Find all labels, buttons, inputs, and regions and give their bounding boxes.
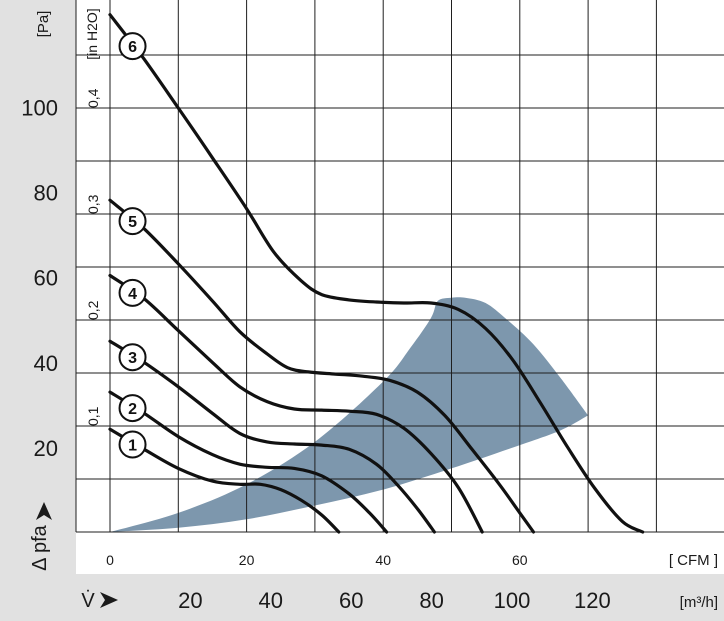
curve-6: [108, 13, 645, 534]
curve-label-circle: [118, 278, 147, 307]
x-tick-cfm: 0: [106, 552, 114, 568]
x-unit-cfm: [ CFM ]: [669, 552, 718, 569]
y-tick-inh2o: 0,3: [85, 194, 101, 214]
curve-label-text: 6: [128, 39, 137, 56]
x-tick-m3h: 60: [339, 588, 363, 613]
curve-label-text: 5: [128, 214, 137, 231]
y-tick-pa: 20: [34, 436, 58, 461]
curve-label-1: 1: [118, 430, 147, 459]
curve-label-circle: [118, 32, 147, 61]
x-tick-cfm: 40: [375, 552, 391, 568]
x-unit-m3h: [m³/h]: [680, 594, 718, 611]
y-label-pa: Δ pfa: [29, 524, 51, 570]
x-tick-m3h: 120: [574, 588, 611, 613]
y-tick-pa: 40: [34, 351, 58, 376]
x-tick-m3h: 20: [178, 588, 202, 613]
curve-label-4: 4: [118, 278, 147, 307]
x-tick-m3h: 80: [419, 588, 443, 613]
x-label-m3h: V̇: [81, 590, 95, 612]
curves-layer: [108, 13, 645, 534]
curve-label-circle: [118, 207, 147, 236]
curve-label-text: 2: [128, 401, 137, 418]
curve-labels-layer: 1 2 3 4 5 6: [118, 32, 147, 459]
curve-label-2: 2: [118, 394, 147, 423]
curve-label-text: 1: [128, 437, 137, 454]
curve-label-text: 3: [128, 350, 137, 367]
y-tick-inh2o: 0,1: [85, 406, 101, 426]
curve-label-3: 3: [118, 343, 147, 372]
operating-area-layer: [110, 297, 589, 532]
curve-label-5: 5: [118, 207, 147, 236]
y-unit-pa: [Pa]: [35, 11, 52, 38]
curve-label-6: 6: [118, 32, 147, 61]
curve-5: [108, 198, 536, 534]
operating-area: [110, 297, 589, 532]
x-tick-cfm: 20: [239, 552, 255, 568]
bottom-axis-band: [0, 574, 724, 621]
curve-4: [108, 273, 484, 534]
y-unit-inh2o: [in H2O]: [84, 8, 100, 59]
y-tick-pa: 100: [21, 95, 58, 120]
y-axis-arrow-icon: [36, 502, 52, 520]
curve-2: [108, 390, 389, 534]
x-tick-cfm: 60: [512, 552, 528, 568]
curve-label-circle: [118, 343, 147, 372]
curve-label-text: 4: [128, 286, 137, 303]
y-tick-inh2o: 0,2: [85, 300, 101, 320]
x-axis-arrow-icon: [100, 592, 118, 608]
curve-label-circle: [118, 430, 147, 459]
x-tick-m3h: 100: [494, 588, 531, 613]
y-tick-pa: 80: [34, 181, 58, 206]
curve-3: [108, 339, 436, 534]
curve-1: [108, 427, 341, 534]
y-tick-inh2o: 0,4: [85, 88, 101, 108]
x-tick-m3h: 40: [259, 588, 283, 613]
curve-label-circle: [118, 394, 147, 423]
y-tick-pa: 60: [34, 266, 58, 291]
